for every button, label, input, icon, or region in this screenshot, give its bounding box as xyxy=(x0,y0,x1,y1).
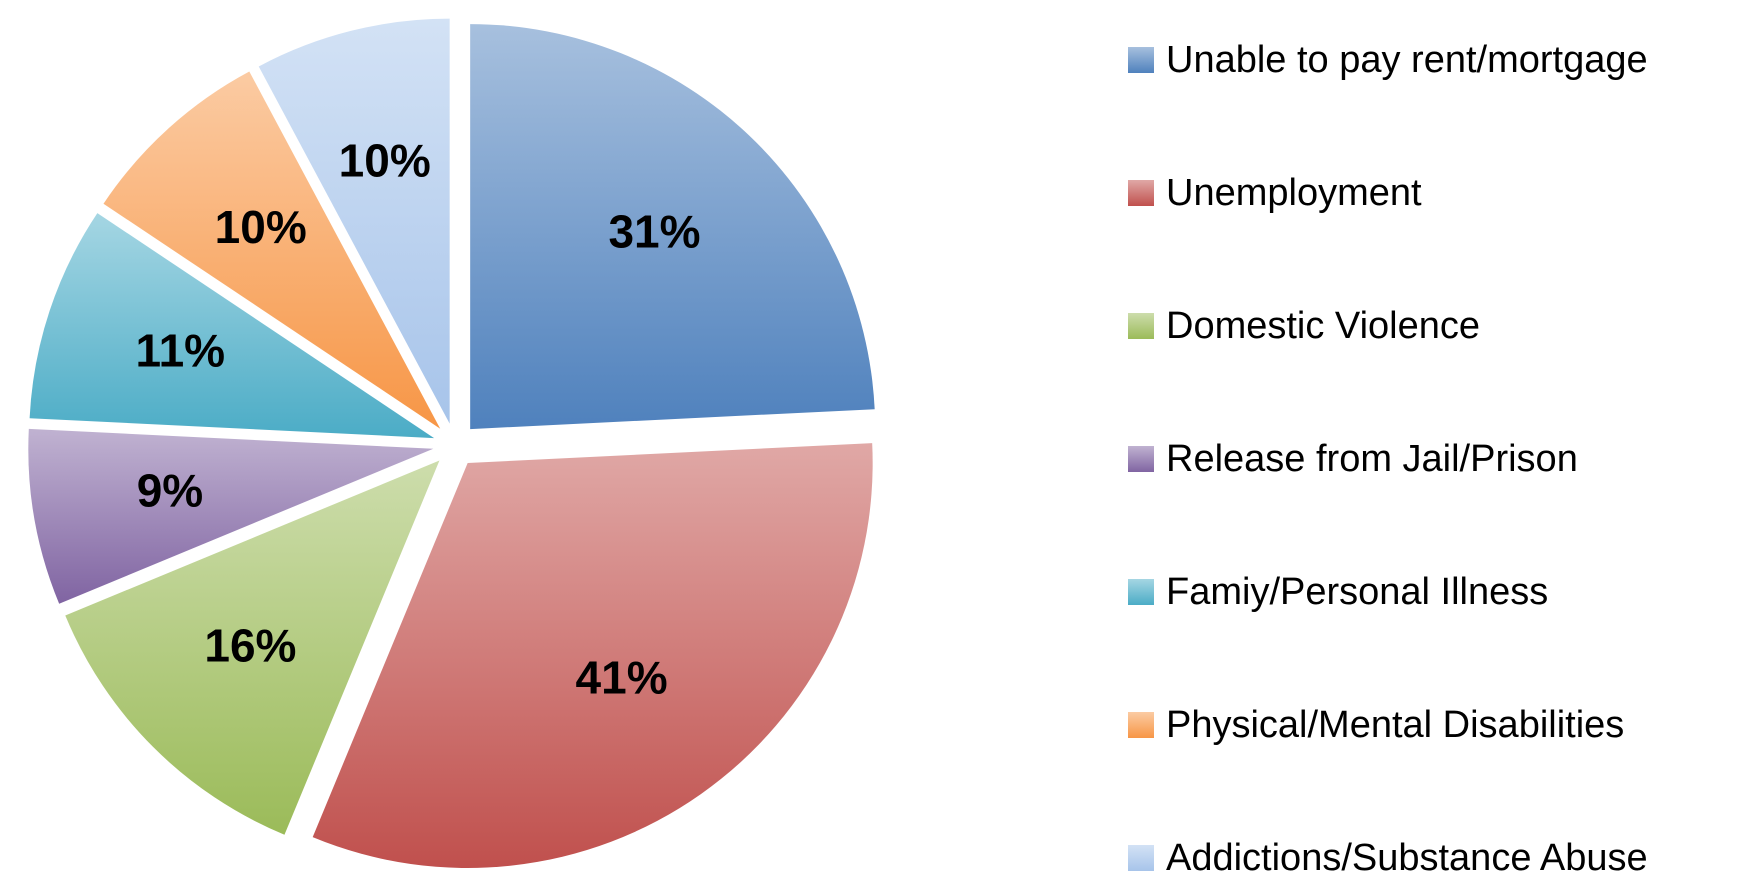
legend-swatch xyxy=(1128,446,1154,472)
legend-label: Physical/Mental Disabilities xyxy=(1166,704,1624,746)
slice-label: 41% xyxy=(576,652,668,704)
pie-slice xyxy=(28,428,434,604)
slice-label: 31% xyxy=(608,206,700,258)
pie-slice xyxy=(258,18,450,424)
slice-label: 9% xyxy=(137,465,203,517)
pie-slice xyxy=(312,443,873,868)
legend-label: Unable to pay rent/mortgage xyxy=(1166,39,1648,81)
slice-label: 11% xyxy=(136,324,226,376)
pie-slice xyxy=(29,213,435,439)
legend-swatch xyxy=(1128,313,1154,339)
slice-label: 16% xyxy=(204,620,296,672)
legend-label: Domestic Violence xyxy=(1166,305,1480,347)
legend-swatch xyxy=(1128,579,1154,605)
pie-slice xyxy=(103,71,441,429)
legend-swatch xyxy=(1128,47,1154,73)
legend-swatch xyxy=(1128,845,1154,871)
slice-label: 10% xyxy=(339,135,431,187)
legend-label: Addictions/Substance Abuse xyxy=(1166,837,1648,879)
legend-label: Famiy/Personal Illness xyxy=(1166,571,1548,613)
slice-label: 10% xyxy=(215,201,307,253)
pie-slice xyxy=(470,24,875,430)
legend-label: Unemployment xyxy=(1166,172,1422,214)
legend-swatch xyxy=(1128,712,1154,738)
pie-slice xyxy=(65,460,440,835)
legend-swatch xyxy=(1128,180,1154,206)
legend-label: Release from Jail/Prison xyxy=(1166,438,1578,480)
